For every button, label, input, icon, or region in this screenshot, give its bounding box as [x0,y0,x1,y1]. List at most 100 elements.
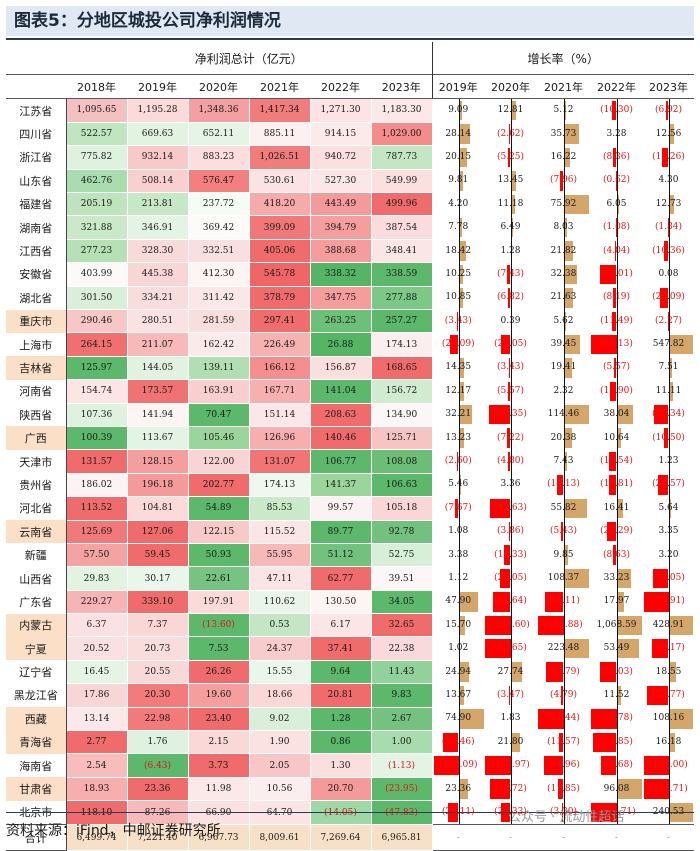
total-growth-cell: - [432,825,484,851]
table-row: 福建省205.19213.81237.72418.20443.49499.964… [6,193,694,216]
growth-axis-line [564,216,565,239]
province-name: 西藏 [6,707,66,730]
growth-axis-line [617,777,618,800]
growth-axis-line [459,801,460,824]
net-profit-cell: 297.41 [249,310,310,333]
growth-axis-line [669,426,670,449]
net-profit-cell: 47.11 [249,567,310,590]
net-profit-cell: 107.36 [66,403,127,426]
growth-axis-line [564,637,565,660]
growth-cell: 13.67 [432,684,484,707]
growth-cell: (15.90) [590,380,643,403]
net-profit-cell: 108.08 [371,450,432,473]
growth-cell: 14.35 [432,356,484,379]
net-profit-cell: 213.81 [127,193,188,216]
growth-cell: 10.85 [432,286,484,309]
growth-cell: 17.97 [590,590,643,613]
net-profit-cell: 34.05 [371,590,432,613]
growth-axis-line [511,777,512,800]
net-profit-cell: 211.07 [127,333,188,356]
growth-axis-line [617,403,618,426]
province-name: 安徽省 [6,263,66,286]
profit-year-header: 2022年 [310,75,371,99]
net-profit-cell: 125.69 [66,520,127,543]
net-profit-cell: 126.96 [249,426,310,449]
growth-cell: (44.96) [537,754,590,777]
total-growth-cell: - [484,825,537,851]
growth-cell: 0.39 [484,310,537,333]
net-profit-cell: 105.18 [371,497,432,520]
net-profit-cell: 208.63 [310,403,371,426]
net-profit-cell: 20.30 [127,684,188,707]
growth-cell: (14.13) [537,473,590,496]
net-profit-cell: 19.60 [188,684,249,707]
growth-axis-line [564,333,565,356]
growth-axis-line [459,310,460,333]
net-profit-cell: 22.61 [188,567,249,590]
growth-axis-line [564,169,565,192]
growth-axis-line [564,310,565,333]
net-profit-cell: 347.75 [310,286,371,309]
growth-axis-line [459,497,460,520]
province-name: 辽宁省 [6,660,66,683]
growth-axis-line [459,754,460,777]
net-profit-cell: 257.27 [371,310,432,333]
growth-axis-line [669,356,670,379]
table-row: 广西100.39113.67105.46126.96140.46125.7113… [6,426,694,449]
province-name: 广东省 [6,590,66,613]
total-growth-cell: - [643,825,694,851]
net-profit-cell: 405.06 [249,239,310,262]
growth-axis-line [669,286,670,309]
net-profit-cell: 110.62 [249,590,310,613]
growth-cell: 33.23 [590,567,643,590]
growth-axis-line [564,356,565,379]
growth-axis-line [564,497,565,520]
net-profit-cell: 229.27 [66,590,127,613]
growth-cell: (40.17) [643,637,694,660]
growth-axis-line [617,122,618,145]
total-net-profit-cell: 6,965.81 [371,825,432,851]
net-profit-cell: 104.81 [127,497,188,520]
net-profit-cell: 37.41 [310,637,371,660]
growth-cell: (7.43) [484,263,537,286]
growth-cell: (5.43) [537,520,590,543]
growth-cell: 38.04 [590,403,643,426]
province-name: 湖南省 [6,216,66,239]
growth-axis-line [617,497,618,520]
growth-axis-line [617,193,618,216]
table-row: 上海市264.15211.07162.42226.4926.88174.13(2… [6,333,694,356]
net-profit-cell: 156.87 [310,356,371,379]
growth-axis-line [669,590,670,613]
growth-axis-line [564,801,565,824]
growth-cell: 1.28 [484,239,537,262]
table-row: 内蒙古6.377.37(13.60)0.536.1732.6515.70(284… [6,614,694,637]
growth-cell: 11.52 [590,684,643,707]
growth-axis-line [511,754,512,777]
net-profit-cell: 9.64 [310,660,371,683]
growth-axis-line [669,497,670,520]
net-profit-cell: 443.49 [310,193,371,216]
growth-cell: 16.18 [643,731,694,754]
growth-cell: (3.43) [484,356,537,379]
growth-cell: 9.09 [432,99,484,123]
net-profit-cell: 2.77 [66,731,127,754]
net-profit-cell: 2.05 [249,754,310,777]
growth-cell: 16.41 [590,497,643,520]
net-profit-cell: 174.13 [249,473,310,496]
growth-cell: 20.38 [537,426,590,449]
net-profit-cell: 52.75 [371,543,432,566]
net-profit-cell: 20.73 [127,637,188,660]
table-row: 青海省2.771.762.151.900.861.00(36.46)21.80(… [6,731,694,754]
growth-cell: (2.27) [643,310,694,333]
growth-cell: (6.82) [484,286,537,309]
growth-cell: 21.63 [537,286,590,309]
profit-year-header: 2023年 [371,75,432,99]
growth-cell: 6.05 [590,193,643,216]
profit-year-header: 2019年 [127,75,188,99]
growth-axis-line [564,193,565,216]
growth-cell: 2.32 [537,380,590,403]
growth-axis-line [669,169,670,192]
growth-axis-line [669,146,670,169]
growth-cell: 6.49 [484,216,537,239]
